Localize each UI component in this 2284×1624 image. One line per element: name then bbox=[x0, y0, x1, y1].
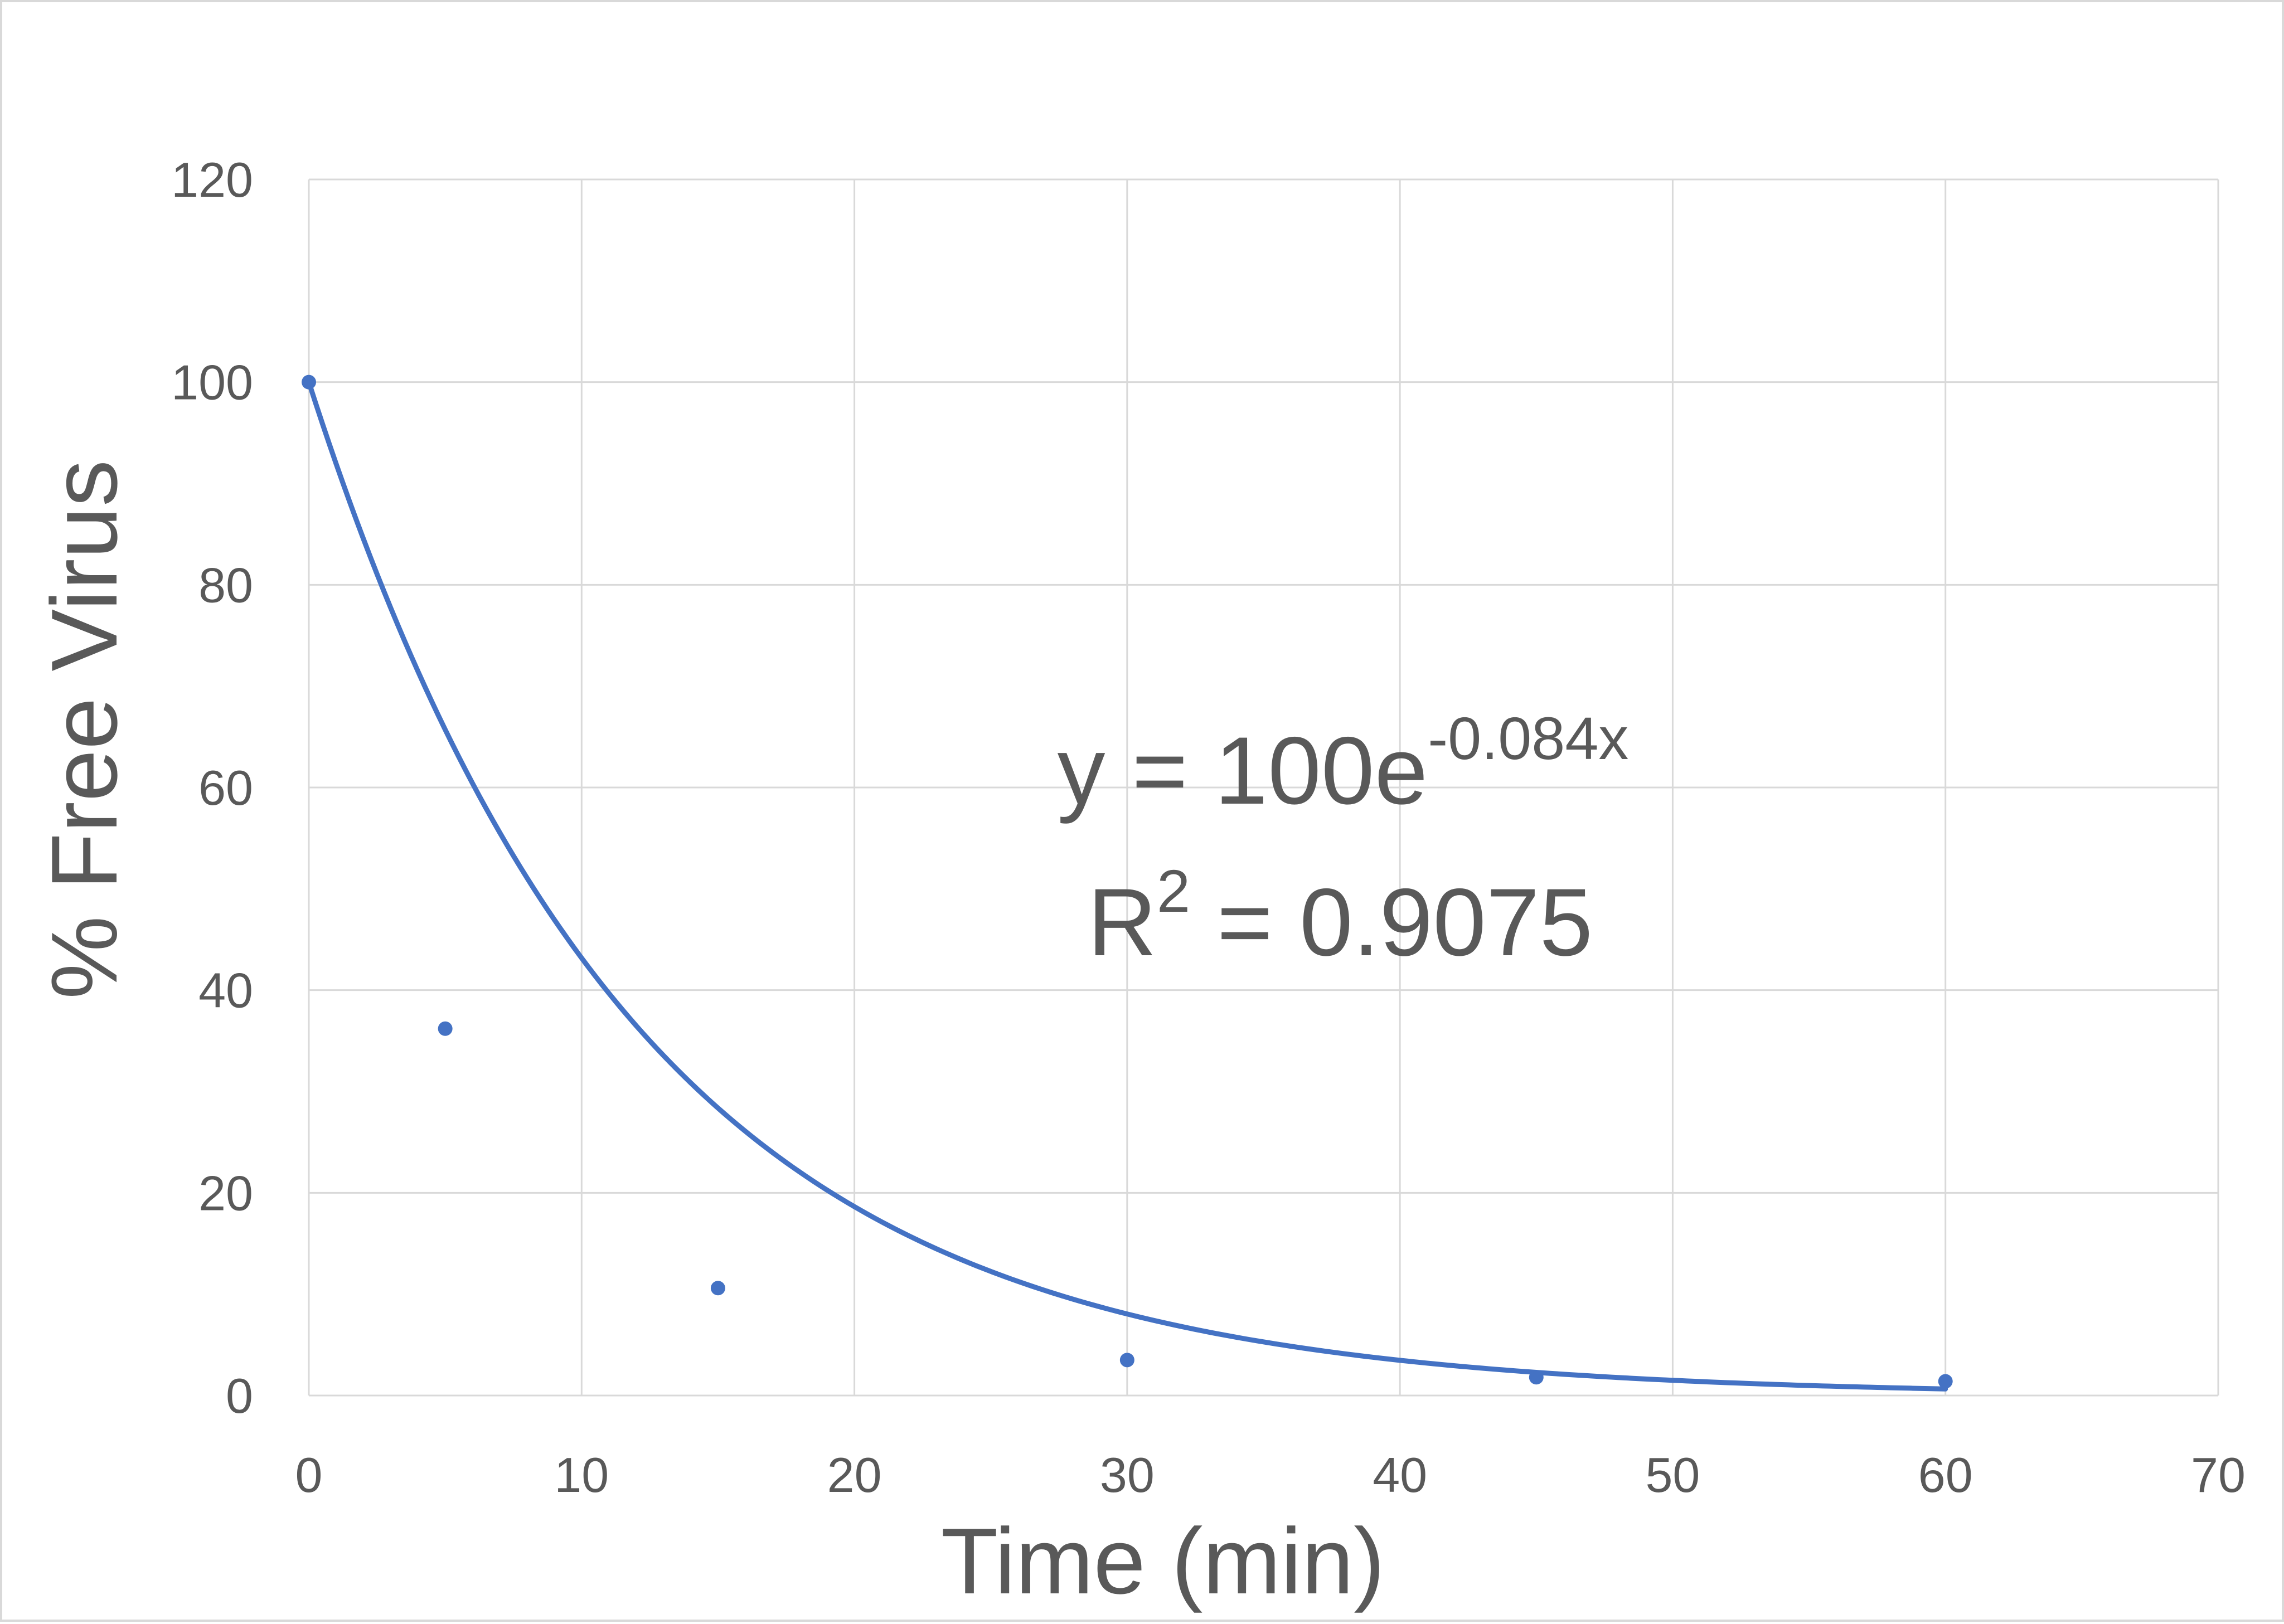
tick-labels: 0 10 20 30 40 50 60 70 0 20 40 60 80 100 120 bbox=[171, 152, 2246, 1503]
y-tick-label: 40 bbox=[198, 963, 253, 1018]
x-axis-title: Time (min) bbox=[941, 1509, 1385, 1613]
y-tick-label: 20 bbox=[198, 1165, 253, 1221]
y-axis-title: % Free Virus bbox=[32, 460, 137, 999]
data-point bbox=[438, 1021, 453, 1036]
x-tick-label: 30 bbox=[1100, 1447, 1155, 1503]
data-point bbox=[710, 1281, 725, 1296]
x-tick-label: 20 bbox=[827, 1447, 882, 1503]
r-squared-base: R bbox=[1088, 869, 1157, 976]
equation-base: y = 100e bbox=[1058, 717, 1428, 824]
data-point bbox=[1938, 1374, 1953, 1389]
x-tick-label: 0 bbox=[295, 1447, 323, 1503]
r-squared-superscript: 2 bbox=[1157, 857, 1190, 925]
y-tick-label: 0 bbox=[226, 1368, 253, 1423]
r-squared-label: R2 = 0.9075 bbox=[1088, 857, 1593, 976]
exponential-trendline bbox=[306, 380, 1948, 1392]
x-tick-label: 70 bbox=[2191, 1447, 2246, 1503]
y-tick-label: 120 bbox=[171, 152, 253, 207]
data-point bbox=[302, 375, 316, 390]
data-point bbox=[1119, 1353, 1134, 1368]
y-tick-label: 60 bbox=[198, 760, 253, 815]
y-tick-label: 100 bbox=[171, 355, 253, 410]
x-tick-label: 50 bbox=[1645, 1447, 1700, 1503]
data-point bbox=[1529, 1370, 1544, 1385]
y-tick-label: 80 bbox=[198, 557, 253, 612]
data-points bbox=[302, 375, 1953, 1389]
grid-lines bbox=[308, 178, 2219, 1397]
x-tick-label: 40 bbox=[1373, 1447, 1427, 1503]
trendline-equation: y = 100e-0.084x bbox=[1058, 704, 1629, 824]
r-squared-value: = 0.9075 bbox=[1190, 869, 1593, 976]
x-tick-label: 60 bbox=[1918, 1447, 1973, 1503]
equation-exponent: -0.084x bbox=[1428, 704, 1628, 772]
x-tick-label: 10 bbox=[554, 1447, 609, 1503]
